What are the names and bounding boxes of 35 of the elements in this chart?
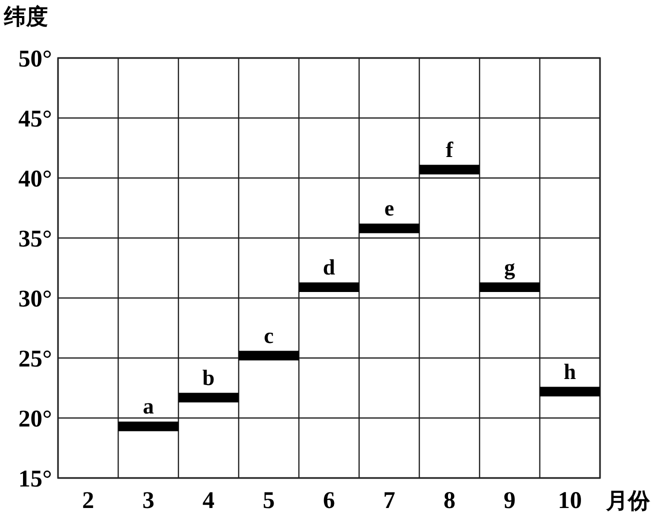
data-label: e bbox=[384, 196, 394, 221]
y-tick-label: 50° bbox=[18, 46, 52, 72]
data-label: c bbox=[264, 322, 274, 348]
y-tick-label: 45° bbox=[18, 106, 52, 132]
bar bbox=[238, 350, 299, 360]
data-label: h bbox=[564, 358, 576, 384]
y-tick-label: 25° bbox=[18, 346, 52, 372]
x-tick-label: 8 bbox=[443, 488, 456, 514]
bar bbox=[540, 386, 600, 396]
x-tick-label: 3 bbox=[142, 488, 154, 514]
data-label: b bbox=[202, 364, 215, 390]
x-tick-label: 6 bbox=[323, 488, 335, 514]
y-tick-label: 30° bbox=[18, 286, 52, 312]
x-axis-title: 月份 bbox=[605, 488, 651, 513]
x-tick-label: 7 bbox=[383, 488, 396, 514]
bar bbox=[419, 164, 480, 174]
x-tick-label: 5 bbox=[262, 488, 275, 514]
data-label: a bbox=[142, 394, 154, 419]
y-tick-label: 35° bbox=[18, 226, 52, 252]
x-tick-label: 4 bbox=[202, 488, 215, 514]
data-label: g bbox=[504, 254, 516, 280]
bar bbox=[480, 282, 540, 292]
x-tick-label: 10 bbox=[558, 488, 582, 514]
y-tick-label: 20° bbox=[18, 406, 52, 432]
y-axis-title: 纬度 bbox=[3, 4, 48, 29]
bar bbox=[118, 422, 178, 432]
data-label: d bbox=[322, 254, 336, 280]
y-tick-label: 40° bbox=[18, 166, 52, 192]
bar bbox=[178, 392, 239, 402]
data-label: f bbox=[446, 136, 454, 162]
bar bbox=[298, 282, 360, 292]
x-tick-label: 9 bbox=[504, 488, 516, 514]
bar bbox=[359, 224, 420, 234]
x-tick-label: 2 bbox=[82, 488, 94, 514]
y-tick-label: 15° bbox=[18, 466, 52, 492]
